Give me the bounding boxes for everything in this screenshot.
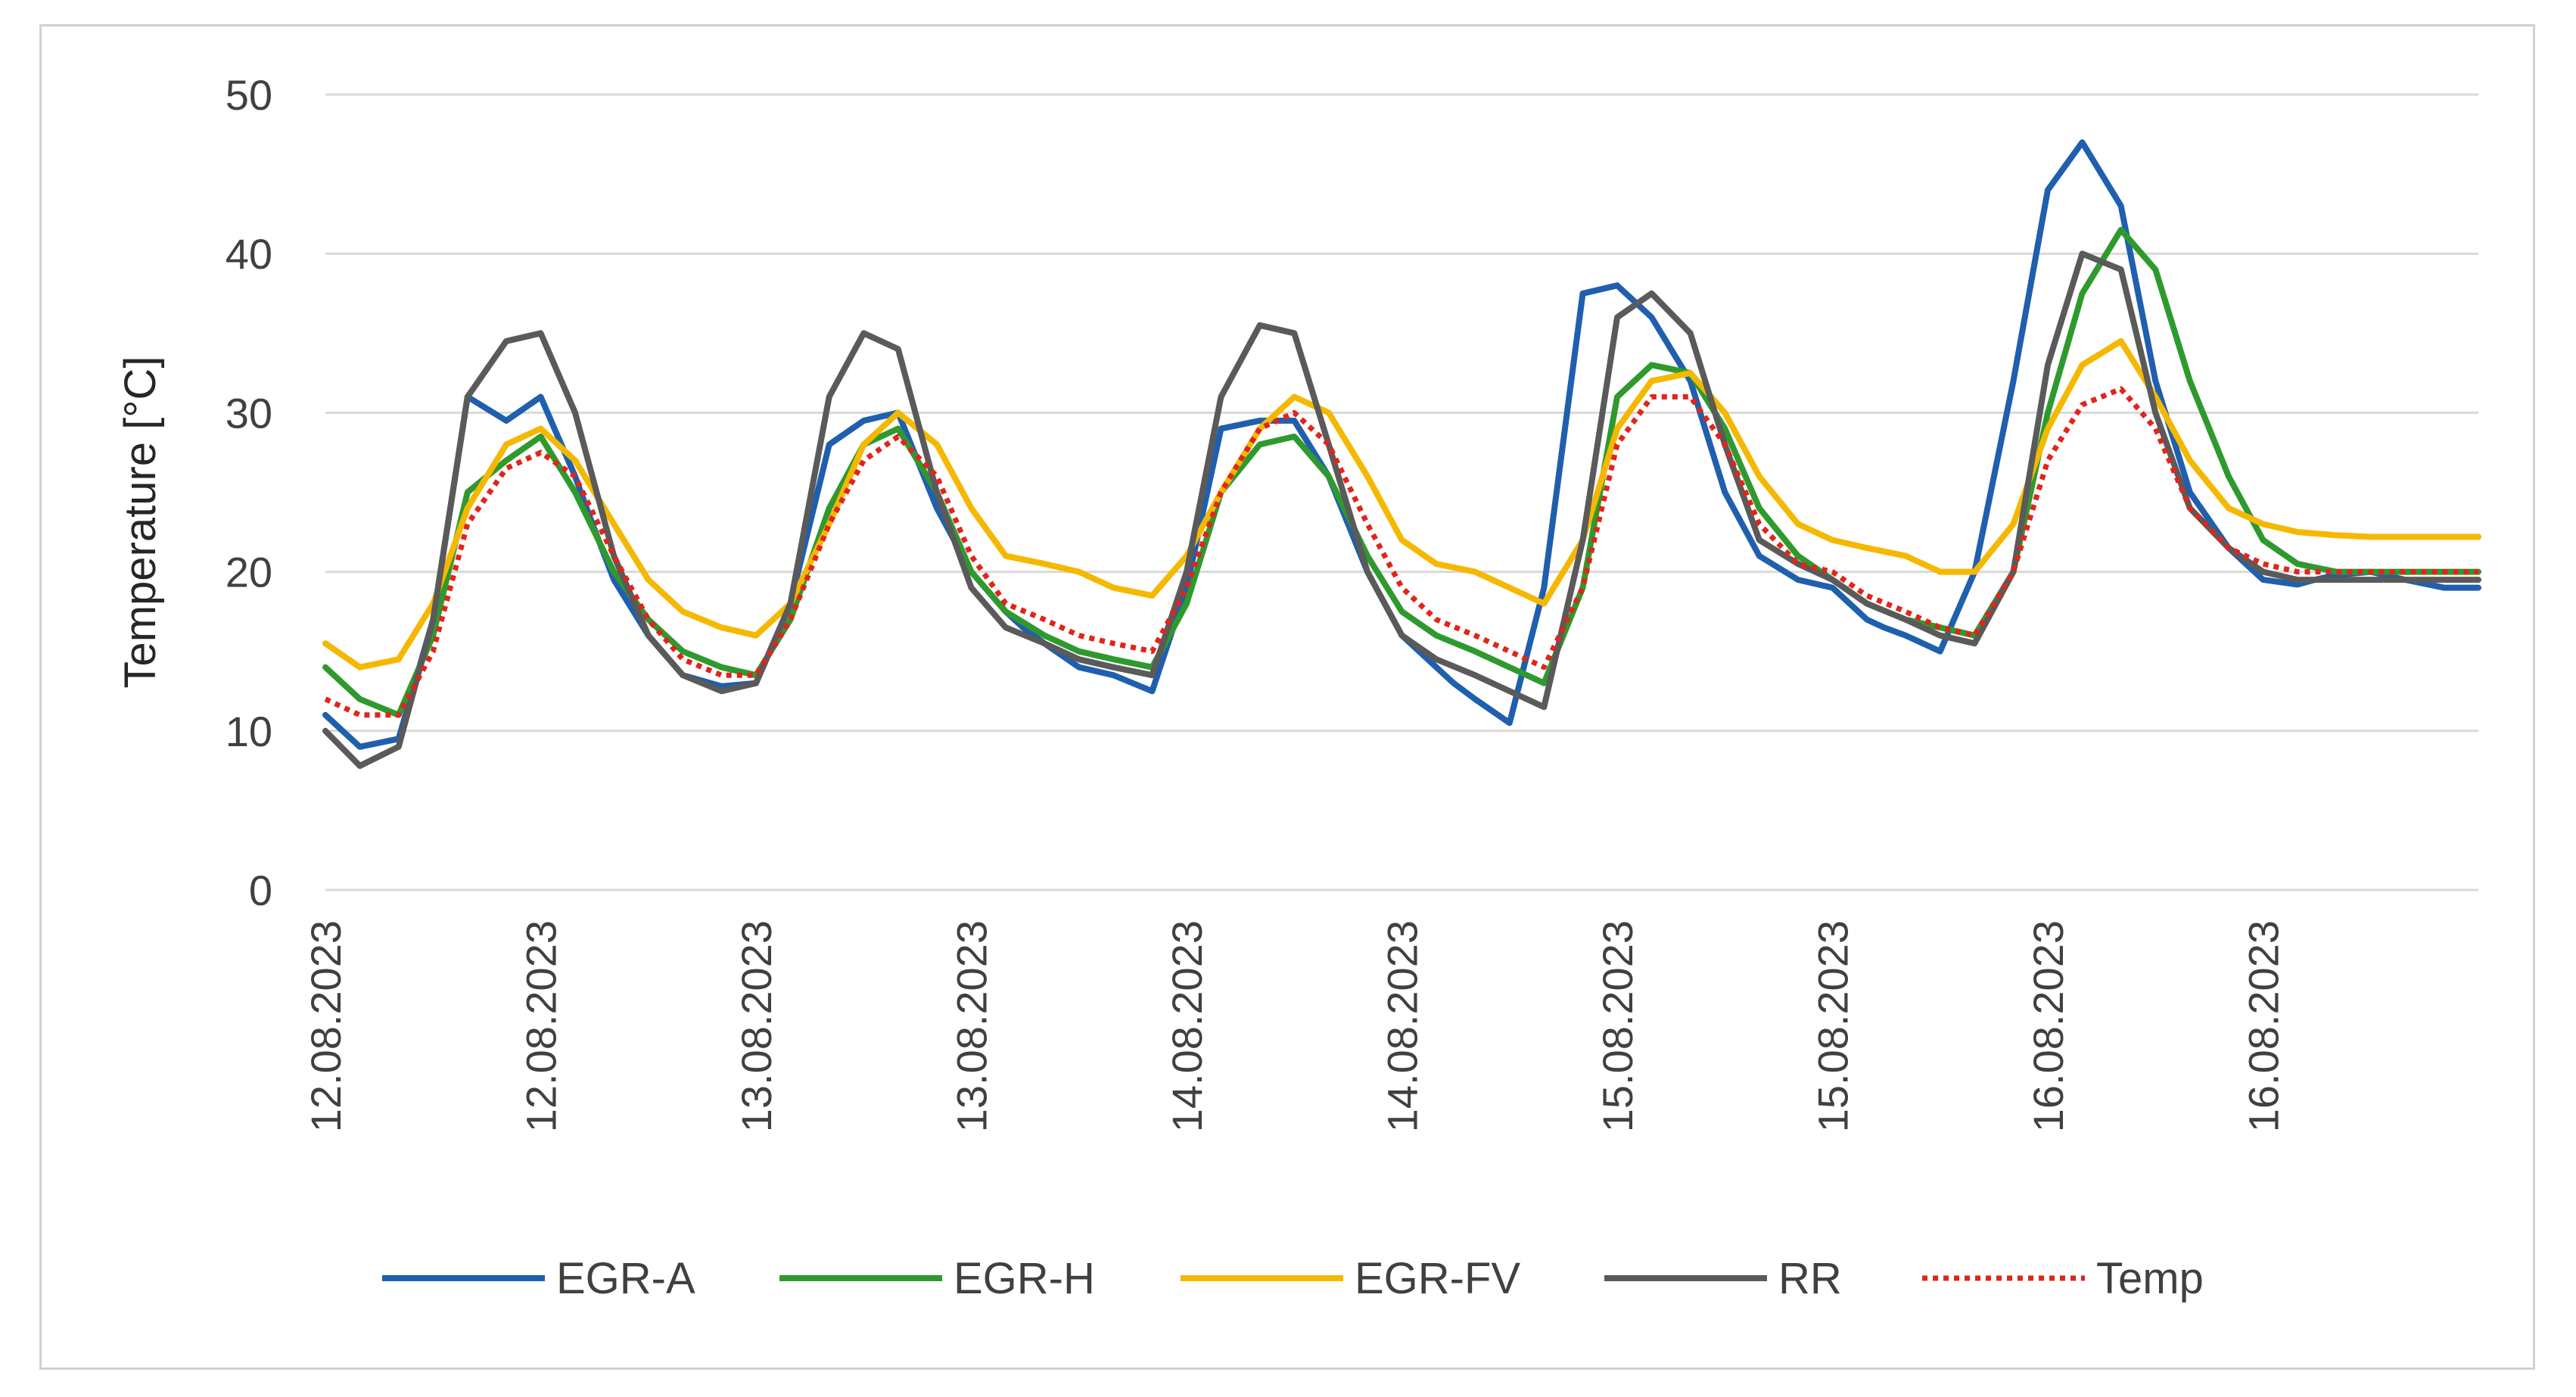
legend-label-rr: RR	[1778, 1254, 1842, 1303]
gridlines	[325, 93, 2478, 891]
series-line-egr-fv	[322, 338, 2481, 670]
y-axis-title: Temperature [°C]	[116, 356, 165, 688]
x-tick-label: 12.08.2023	[302, 920, 350, 1132]
x-tick-label: 12.08.2023	[518, 920, 565, 1132]
x-tick-label: 14.08.2023	[1163, 920, 1211, 1132]
x-tick-label: 15.08.2023	[1809, 920, 1857, 1132]
x-tick-label: 13.08.2023	[948, 920, 996, 1132]
x-tick-label: 13.08.2023	[733, 920, 780, 1132]
series-line-rr	[322, 250, 2481, 769]
y-tick-label: 30	[226, 389, 272, 437]
y-tick-label: 0	[249, 867, 272, 914]
legend-label-egr-fv: EGR-FV	[1355, 1254, 1520, 1303]
series-line-egr-h	[322, 226, 2481, 718]
legend-label-temp: Temp	[2096, 1254, 2204, 1303]
y-tick-label: 10	[226, 708, 272, 755]
y-tick-label: 50	[226, 71, 272, 119]
series-lines	[322, 139, 2481, 769]
y-tick-label: 40	[226, 230, 272, 278]
legend-label-egr-h: EGR-H	[954, 1254, 1095, 1303]
x-tick-labels: 12.08.2023 12.08.2023 13.08.2023 13.08.2023…	[302, 920, 2288, 1132]
chart-frame	[39, 24, 2535, 1370]
x-tick-label: 14.08.2023	[1379, 920, 1426, 1132]
y-tick-labels: 0 10 20 30 40 50	[226, 71, 272, 914]
series-line-temp	[324, 386, 2478, 718]
legend-label-egr-a: EGR-A	[556, 1254, 695, 1303]
x-tick-label: 16.08.2023	[2024, 920, 2072, 1132]
x-tick-label: 16.08.2023	[2240, 920, 2288, 1132]
y-tick-label: 20	[226, 549, 272, 596]
legend: EGR-A EGR-H EGR-FV RR Temp	[382, 1254, 2204, 1303]
series-line-egr-a	[322, 139, 2481, 750]
x-tick-label: 15.08.2023	[1594, 920, 1641, 1132]
